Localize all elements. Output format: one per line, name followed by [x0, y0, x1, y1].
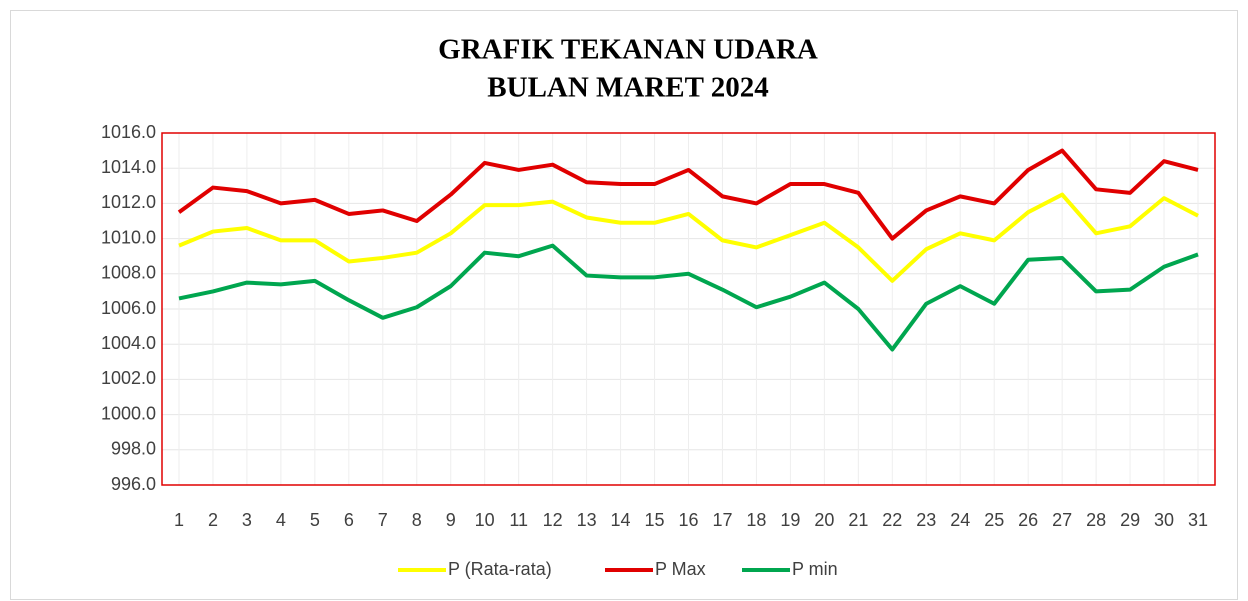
plot-border [161, 132, 1216, 486]
y-tick-label: 1012.0 [101, 192, 156, 212]
x-tick-label: 4 [276, 510, 286, 530]
line-series [178, 243, 1199, 352]
x-tick-label: 9 [446, 510, 456, 530]
x-tick-label: 1 [174, 510, 184, 530]
line-series [177, 148, 1199, 241]
x-tick-label: 11 [509, 510, 528, 530]
x-tick-label: 12 [543, 510, 563, 530]
x-tick-label: 23 [916, 510, 936, 530]
x-tick-label: 22 [882, 510, 902, 530]
legend-label: P (Rata-rata) [448, 559, 552, 579]
x-tick-label: 13 [577, 510, 597, 530]
x-tick-label: 29 [1120, 510, 1140, 530]
x-tick-label: 28 [1086, 510, 1106, 530]
y-tick-label: 1010.0 [101, 227, 156, 247]
x-tick-label: 10 [475, 510, 495, 530]
x-tick-label: 30 [1154, 510, 1174, 530]
y-tick-label: 1002.0 [101, 368, 156, 388]
legend-label: P Max [655, 559, 706, 579]
chart-title: GRAFIK TEKANAN UDARA [438, 34, 818, 66]
legend-label: P min [792, 559, 838, 579]
y-tick-label: 1004.0 [101, 333, 156, 353]
x-tick-label: 5 [310, 510, 320, 530]
x-tick-label: 18 [746, 510, 766, 530]
y-tick-label: 1006.0 [101, 298, 156, 318]
chart-subtitle: BULAN MARET 2024 [487, 72, 768, 104]
x-tick-label: 25 [984, 510, 1004, 530]
y-tick-label: 1008.0 [101, 263, 156, 283]
line-series [178, 192, 1199, 283]
chart-border [10, 10, 1238, 600]
x-tick-label: 8 [412, 510, 422, 530]
x-tick-label: 14 [611, 510, 631, 530]
x-tick-label: 16 [678, 510, 698, 530]
x-tick-label: 21 [848, 510, 868, 530]
y-tick-label: 996.0 [111, 474, 156, 494]
x-tick-label: 15 [645, 510, 665, 530]
x-tick-label: 7 [378, 510, 388, 530]
x-tick-label: 24 [950, 510, 970, 530]
x-tick-label: 31 [1188, 510, 1208, 530]
x-tick-label: 3 [242, 510, 252, 530]
x-tick-label: 17 [712, 510, 732, 530]
x-tick-label: 20 [814, 510, 834, 530]
y-tick-label: 1016.0 [101, 122, 156, 142]
y-tick-label: 1014.0 [101, 157, 156, 177]
x-tick-label: 26 [1018, 510, 1038, 530]
y-tick-label: 998.0 [111, 439, 156, 459]
x-tick-label: 19 [780, 510, 800, 530]
x-tick-label: 6 [344, 510, 354, 530]
x-tick-label: 2 [208, 510, 218, 530]
x-tick-label: 27 [1052, 510, 1072, 530]
y-tick-label: 1000.0 [101, 403, 156, 423]
